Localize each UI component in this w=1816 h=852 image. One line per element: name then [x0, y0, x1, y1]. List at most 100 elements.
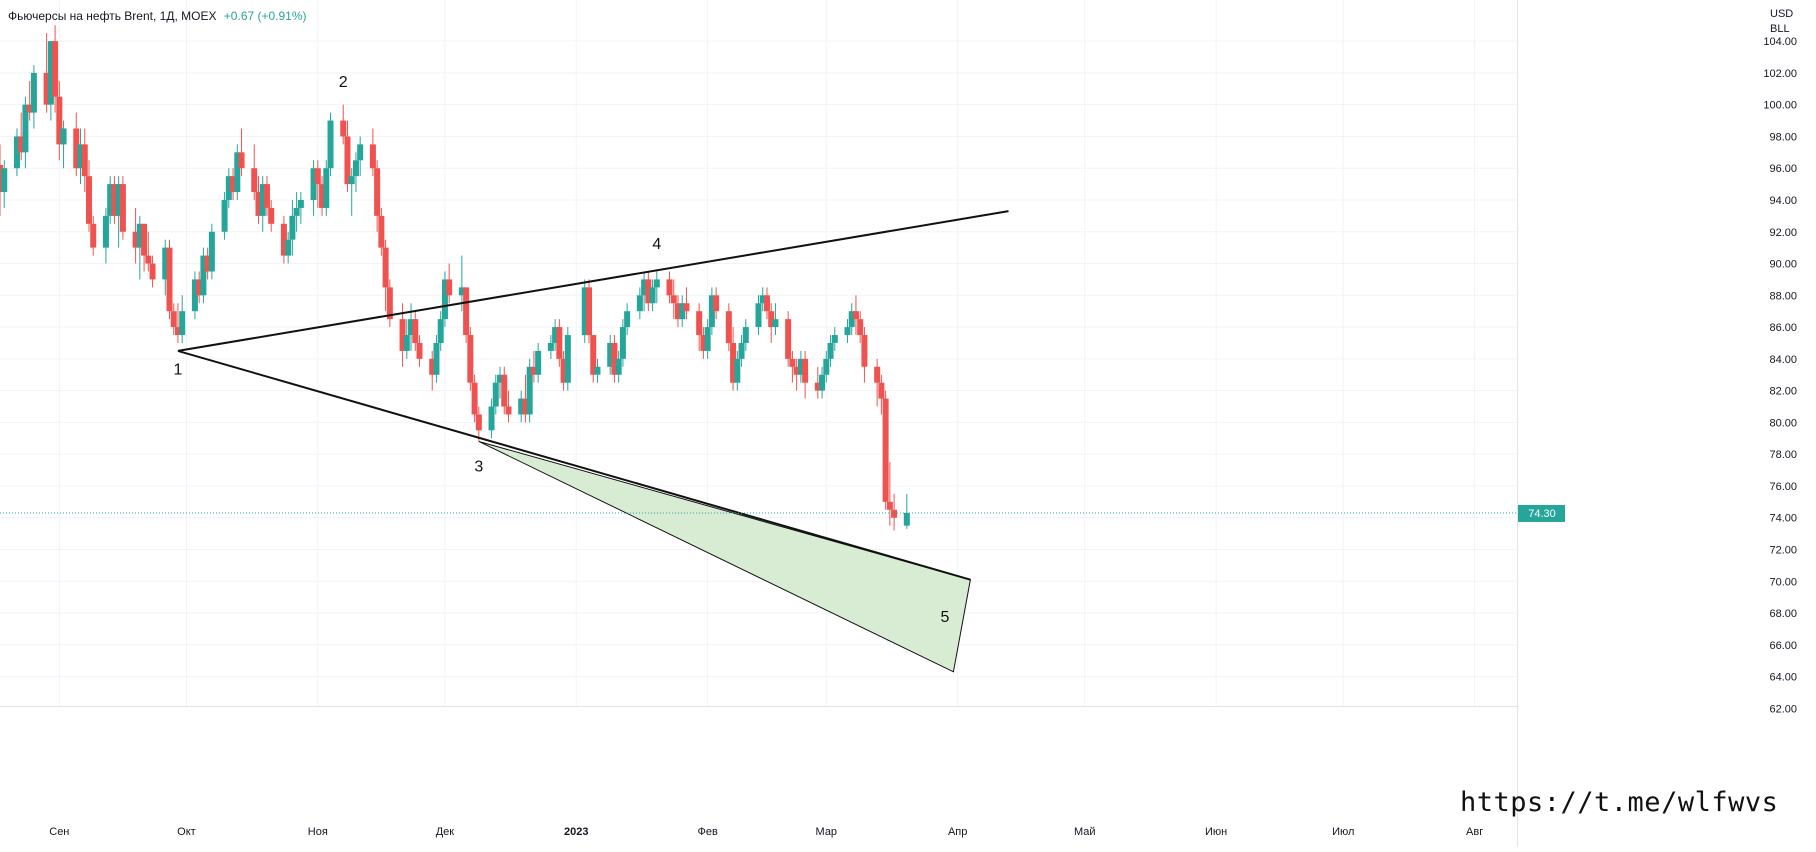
- candle-body: [196, 279, 203, 296]
- candle-body: [90, 223, 97, 248]
- unit-code: BLL: [1770, 23, 1790, 35]
- candle-body: [310, 168, 317, 200]
- candle-body: [581, 287, 588, 336]
- candle-body: [615, 358, 622, 375]
- candle-body: [645, 279, 652, 304]
- candle-body: [102, 215, 109, 248]
- price-tick-label: 96.00: [1769, 163, 1797, 175]
- candle-body: [891, 509, 898, 518]
- candle-body: [674, 303, 681, 320]
- candle-body: [586, 287, 593, 336]
- candle-body: [352, 160, 359, 177]
- candle-body: [700, 335, 707, 351]
- time-tick-label: Авг: [1466, 826, 1483, 838]
- candle-body: [446, 279, 453, 296]
- candle-body: [852, 311, 859, 320]
- candle-body: [755, 303, 762, 328]
- candle-body: [636, 295, 643, 312]
- candle-body: [145, 255, 152, 264]
- grid: [0, 0, 1517, 709]
- candle-body: [437, 319, 444, 343]
- candle-body: [52, 41, 59, 97]
- trendlines: [0, 210, 1517, 581]
- candle-body: [708, 295, 715, 328]
- candle-body: [666, 279, 673, 296]
- candle-body: [191, 279, 198, 312]
- candle-body: [60, 128, 67, 145]
- time-tick-label: Июн: [1205, 826, 1227, 838]
- candle-body: [734, 358, 741, 383]
- candle-body: [285, 239, 292, 256]
- candle-body: [874, 366, 881, 383]
- candle-body: [441, 279, 448, 320]
- currency-label[interactable]: USD BLL: [1770, 7, 1793, 37]
- candle-body: [1, 168, 8, 193]
- candle-body: [641, 279, 648, 296]
- candle-body: [649, 287, 656, 304]
- time-tick-label: Сен: [49, 826, 69, 838]
- candle-body: [429, 358, 436, 375]
- watermark-link: https://t.me/wlfwvs: [1460, 787, 1779, 818]
- candle-body: [518, 398, 525, 415]
- price-tick-label: 82.00: [1769, 386, 1797, 398]
- candle-body: [289, 215, 296, 240]
- candle-body: [56, 96, 63, 145]
- time-tick-label: Апр: [948, 826, 967, 838]
- last-price-badge: [1518, 504, 1565, 522]
- candles: [0, 25, 910, 531]
- price-tick-label: 94.00: [1769, 195, 1797, 207]
- wave-label-1: 1: [174, 361, 183, 378]
- candle-body: [463, 287, 470, 336]
- candle-body: [221, 199, 228, 232]
- time-axis[interactable]: Сен Окт Ноя Дек 2023 Фев Мар Апр Май Июн Июл Авг: [0, 706, 1517, 847]
- candle-body: [141, 223, 148, 256]
- candle-body: [903, 512, 910, 526]
- time-tick-label: Май: [1074, 826, 1096, 838]
- candle-body: [742, 327, 749, 343]
- candle-body: [653, 279, 660, 288]
- candle-body: [772, 319, 779, 328]
- price-axis[interactable]: 62.00 64.00 66.00 68.00 70.00 72.00 74.00 76.00…: [1517, 0, 1816, 847]
- candle-body: [433, 342, 440, 375]
- shaded-triangle: [478, 440, 971, 673]
- price-tick-label: 66.00: [1769, 640, 1797, 652]
- price-tick-label: 84.00: [1769, 354, 1797, 366]
- candle-body: [166, 247, 173, 312]
- candle-body: [679, 303, 686, 320]
- candle-body: [492, 382, 499, 407]
- candle-body: [255, 192, 262, 216]
- time-tick-label: 2023: [564, 826, 588, 838]
- candle-body: [611, 342, 618, 375]
- candle-body: [204, 255, 211, 272]
- price-tick-label: 100.00: [1763, 100, 1797, 112]
- candle-body: [348, 176, 355, 185]
- candle-body: [119, 184, 126, 232]
- candle-body: [670, 295, 677, 304]
- candle-body: [208, 231, 215, 272]
- candle-body: [467, 335, 474, 383]
- price-tick-label: 92.00: [1769, 227, 1797, 239]
- candle-body: [814, 382, 821, 391]
- price-tick-label: 88.00: [1769, 290, 1797, 302]
- candle-body: [827, 342, 834, 359]
- price-tick-label: 72.00: [1769, 544, 1797, 556]
- candle-body: [251, 168, 258, 193]
- candle-body: [179, 311, 186, 336]
- candle-body: [111, 184, 118, 216]
- candle-body: [594, 366, 601, 375]
- candle-body: [268, 207, 275, 224]
- candle-body: [793, 366, 800, 375]
- candle-body: [564, 335, 571, 383]
- price-tick-label: 78.00: [1769, 449, 1797, 461]
- candle-body: [416, 342, 423, 359]
- candle-body: [399, 319, 406, 351]
- candle-body: [861, 335, 868, 367]
- candle-body: [501, 374, 508, 407]
- candle-body: [73, 128, 80, 169]
- candle-body: [412, 319, 419, 343]
- candle-body: [471, 382, 478, 415]
- symbol-title[interactable]: Фьючерсы на нефть Brent, 1Д, MOEX: [8, 9, 217, 23]
- candle-body: [225, 176, 232, 200]
